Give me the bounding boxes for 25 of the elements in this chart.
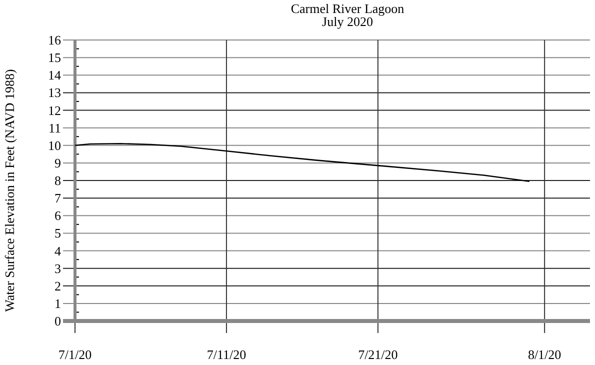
y-tick-label: 16 (48, 32, 62, 48)
y-tick-label: 15 (48, 50, 61, 66)
y-tick-label: 0 (54, 314, 61, 328)
y-tick-label: 10 (48, 138, 61, 153)
x-tick-label: 7/1/20 (58, 347, 92, 362)
y-tick-label: 1 (54, 296, 61, 311)
y-tick-label: 12 (48, 102, 61, 118)
y-tick-label: 2 (54, 278, 61, 294)
y-tick-label: 13 (48, 85, 61, 100)
y-tick-label: 4 (54, 243, 62, 258)
y-tick-label: 7 (54, 190, 62, 206)
y-tick-label: 8 (54, 173, 61, 188)
chart-subtitle: July 2020 (322, 14, 373, 29)
y-tick-label: 11 (48, 120, 61, 136)
x-tick-label: 7/11/20 (206, 347, 246, 362)
y-tick-label: 14 (48, 68, 62, 83)
y-tick-label: 9 (54, 155, 61, 170)
y-axis-title: Water Surface Elevation in Feet (NAVD 1988) (2, 69, 17, 312)
y-tick-label: 6 (54, 208, 62, 224)
chart-title: Carmel River Lagoon (290, 1, 405, 16)
y-tick-label: 5 (54, 226, 61, 241)
y-tick-label: 3 (54, 260, 61, 276)
x-tick-label: 8/1/20 (528, 347, 562, 362)
x-tick-label: 7/21/20 (358, 347, 398, 362)
line-series (74, 142, 530, 182)
